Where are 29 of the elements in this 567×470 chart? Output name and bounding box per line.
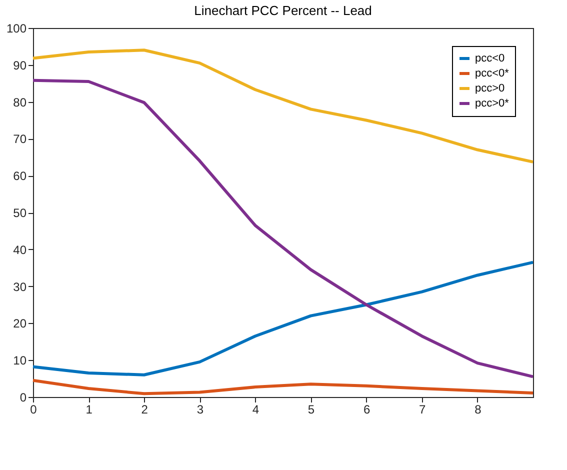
x-tick-label: 4 bbox=[252, 402, 260, 416]
y-tick-label: 0 bbox=[20, 390, 27, 404]
y-tick-label: 80 bbox=[13, 95, 27, 110]
x-tick-label: 7 bbox=[419, 402, 426, 416]
y-tick-label: 70 bbox=[13, 132, 27, 146]
y-tick-label: 10 bbox=[13, 354, 27, 368]
y-tick-label: 20 bbox=[13, 316, 27, 331]
line-series bbox=[32, 378, 534, 396]
line-series bbox=[32, 260, 534, 376]
x-tick-label: 1 bbox=[86, 402, 93, 416]
x-tick-label: 2 bbox=[141, 402, 148, 416]
x-tick-label: 5 bbox=[308, 402, 315, 416]
x-tick-label: 6 bbox=[363, 402, 370, 416]
y-tick-label: 50 bbox=[13, 206, 27, 220]
x-tick-label: 0 bbox=[30, 402, 38, 416]
y-tick-label: 40 bbox=[13, 242, 27, 257]
y-tick-label: 100 bbox=[6, 22, 27, 36]
x-tick-label: 3 bbox=[196, 402, 204, 416]
line-series bbox=[32, 78, 534, 378]
legend-label: pcc>0* bbox=[475, 98, 510, 110]
legend-label: pcc>0 bbox=[475, 82, 505, 94]
line-series bbox=[32, 48, 534, 164]
x-tick-label: 8 bbox=[474, 402, 482, 416]
legend-label: pcc<0 bbox=[475, 52, 505, 64]
y-tick-label: 30 bbox=[13, 280, 27, 294]
y-tick-label: 90 bbox=[13, 58, 27, 72]
chart-title: Linechart PCC Percent -- Lead bbox=[194, 3, 372, 18]
legend-label: pcc<0* bbox=[475, 68, 510, 80]
y-tick-label: 60 bbox=[13, 169, 27, 184]
